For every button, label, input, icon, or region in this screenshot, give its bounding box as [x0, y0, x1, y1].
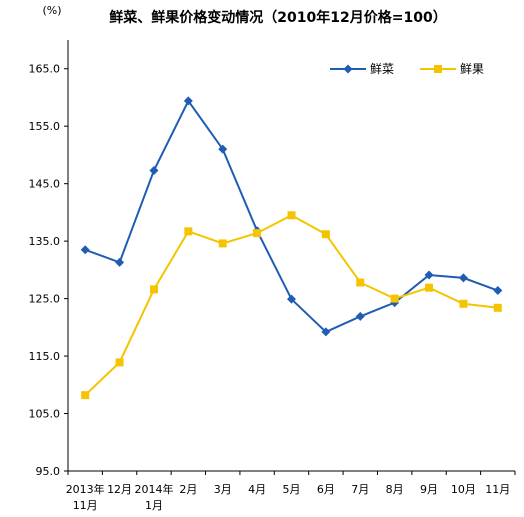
x-tick-label: 4月 [248, 483, 266, 496]
data-point [493, 303, 502, 312]
x-tick-label: 11月 [485, 483, 510, 496]
data-point [81, 391, 90, 400]
x-tick-label: 2014年 1月 [134, 482, 173, 512]
data-point [218, 239, 227, 248]
legend-label: 鲜果 [460, 62, 484, 76]
series-line [84, 214, 498, 396]
data-point [80, 245, 90, 255]
data-point [287, 294, 296, 304]
chart-title: 鲜菜、鲜果价格变动情况（2010年12月价格=100） [109, 9, 446, 26]
y-unit-label: (%) [42, 4, 61, 17]
legend-entry: 鲜果 [420, 62, 484, 76]
x-tick-label: 9月 [420, 483, 438, 496]
y-tick-label: 115.0 [29, 350, 61, 363]
x-tick-label: 3月 [214, 483, 232, 496]
x-tick-label: 12月 [107, 483, 132, 496]
data-point [390, 294, 399, 303]
series-2 [81, 211, 502, 400]
series-layer [80, 96, 503, 400]
y-tick-label: 125.0 [29, 293, 61, 306]
data-point [287, 211, 296, 220]
data-point [183, 96, 193, 106]
legend: 鲜菜 鲜果 [330, 62, 484, 76]
data-point [115, 257, 125, 267]
x-tick-label: 10月 [451, 483, 476, 496]
y-axis-ticks: 95.0 105.0 115.0 125.0 135.0 145.0 155.0 165.0 [29, 63, 68, 478]
data-point [321, 327, 331, 337]
y-tick-label: 155.0 [29, 120, 61, 133]
y-tick-label: 95.0 [36, 465, 61, 478]
data-point [493, 286, 503, 296]
y-tick-label: 105.0 [29, 408, 61, 421]
y-tick-label: 135.0 [29, 235, 61, 248]
x-tick-label: 6月 [317, 483, 335, 496]
y-tick-label: 165.0 [29, 63, 61, 76]
legend-label: 鲜菜 [370, 62, 394, 76]
data-point [218, 144, 228, 154]
data-point [253, 229, 262, 238]
data-point [424, 270, 434, 280]
data-point [184, 227, 193, 236]
legend-marker [343, 64, 353, 74]
data-point [425, 283, 434, 292]
x-tick-label: 7月 [351, 483, 369, 496]
data-point [149, 165, 159, 175]
x-tick-label: 5月 [283, 483, 301, 496]
legend-entry: 鲜菜 [330, 62, 394, 76]
x-tick-label: 8月 [386, 483, 404, 496]
x-tick-label: 2013年 11月 [66, 482, 105, 512]
data-point [458, 273, 468, 283]
axes [67, 40, 515, 472]
data-point [459, 299, 468, 308]
data-point [115, 358, 124, 367]
data-point [355, 311, 365, 321]
data-point [149, 285, 158, 294]
data-point [321, 230, 330, 239]
legend-marker [434, 65, 442, 73]
y-tick-label: 145.0 [29, 178, 61, 191]
data-point [356, 278, 365, 287]
x-tick-label: 2月 [179, 483, 197, 496]
